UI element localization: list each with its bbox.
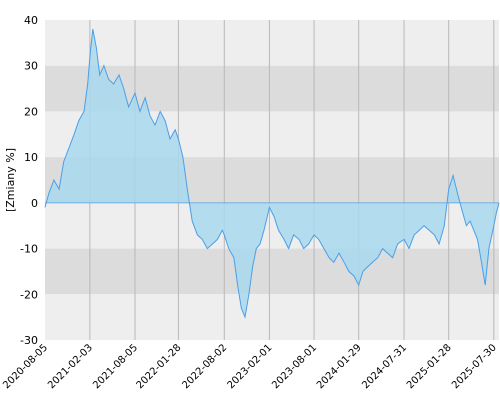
x-tick-label: 2022-08-02 — [181, 342, 230, 391]
x-tick-label: 2025-07-30 — [450, 342, 499, 391]
band — [45, 20, 499, 66]
x-tick-label: 2023-02-01 — [226, 342, 275, 391]
y-axis-label: [Zmiany %] — [4, 148, 17, 212]
x-axis-ticks: 2020-08-052021-02-032021-08-052022-01-28… — [1, 342, 499, 391]
band — [45, 294, 499, 340]
x-tick-label: 2023-08-01 — [270, 342, 319, 391]
x-tick-label: 2024-07-31 — [360, 342, 409, 391]
y-tick-label: 30 — [24, 60, 38, 73]
y-tick-label: 20 — [24, 105, 38, 118]
x-tick-label: 2021-02-03 — [46, 342, 95, 391]
x-tick-label: 2022-01-28 — [135, 342, 184, 391]
x-tick-label: 2024-01-29 — [315, 342, 364, 391]
x-tick-label: 2021-08-05 — [91, 342, 140, 391]
series-area — [45, 29, 499, 318]
y-tick-label: -30 — [20, 334, 38, 347]
x-tick-label: 2020-08-05 — [1, 342, 50, 391]
y-tick-label: 10 — [24, 151, 38, 164]
y-tick-label: 0 — [31, 197, 38, 210]
series-line — [44, 29, 500, 319]
background-bands — [45, 20, 499, 340]
x-tick-label: 2025-01-28 — [405, 342, 454, 391]
y-tick-label: -10 — [20, 243, 38, 256]
y-tick-label: -20 — [20, 288, 38, 301]
y-tick-label: 40 — [24, 14, 38, 27]
y-axis-ticks: 40 30 20 10 0 -10 -20 -30 — [20, 14, 38, 347]
band — [45, 248, 499, 295]
